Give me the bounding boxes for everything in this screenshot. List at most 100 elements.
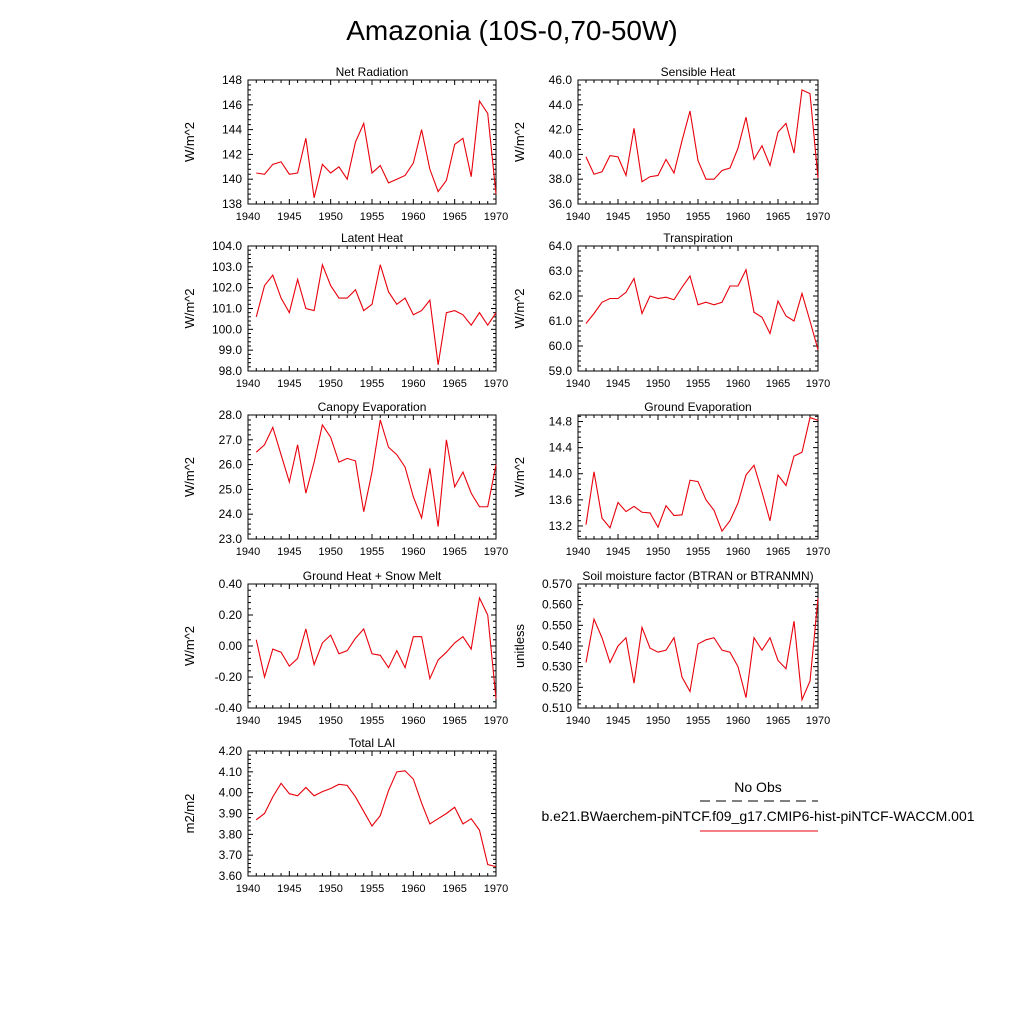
legend-obs-label: No Obs	[734, 779, 781, 795]
y-tick-label: 0.00	[219, 639, 243, 653]
y-tick-label: 60.0	[549, 339, 573, 353]
series-line	[585, 268, 819, 350]
y-tick-label: 3.90	[219, 807, 243, 821]
y-tick-label: 146	[222, 98, 242, 112]
series-line	[256, 99, 497, 198]
series-line	[585, 89, 819, 183]
x-tick-label: 1955	[686, 546, 710, 558]
series-line	[585, 598, 819, 702]
y-tick-label: 0.550	[542, 618, 572, 632]
y-axis-label: W/m^2	[182, 457, 197, 497]
y-tick-label: 42.0	[549, 123, 573, 137]
y-tick-label: 59.0	[549, 364, 573, 378]
panel-5: Canopy Evaporation W/m^2 1940 1945 1950 1955 1…	[182, 400, 508, 558]
y-tick-label: 13.6	[549, 493, 573, 507]
x-tick-label: 1970	[484, 883, 508, 895]
x-tick-label: 1945	[277, 715, 301, 727]
x-tick-label: 1965	[442, 883, 466, 895]
x-tick-label: 1965	[442, 211, 466, 223]
legend: No Obs b.e21.BWaerchem-piNTCF.f09_g17.CM…	[541, 779, 975, 832]
x-tick-label: 1970	[806, 546, 830, 558]
y-tick-label: 4.20	[219, 744, 243, 758]
y-tick-label: 98.0	[219, 364, 243, 378]
x-tick-label: 1965	[766, 715, 790, 727]
panel-3: Latent Heat W/m^2 1940 1945 1950 1955 1960 1965…	[182, 231, 508, 390]
y-tick-label: 3.60	[219, 869, 243, 883]
x-tick-label: 1970	[484, 378, 508, 390]
x-tick-label: 1970	[484, 715, 508, 727]
x-tick-label: 1955	[360, 715, 384, 727]
x-tick-label: 1950	[646, 715, 670, 727]
y-tick-label: 0.520	[542, 680, 572, 694]
x-tick-label: 1955	[686, 378, 710, 390]
x-tick-label: 1940	[566, 546, 590, 558]
x-tick-label: 1945	[277, 883, 301, 895]
y-tick-label: 44.0	[549, 98, 573, 112]
y-tick-label: 61.0	[549, 314, 573, 328]
y-tick-label: 102.0	[212, 281, 242, 295]
y-tick-label: -0.40	[215, 701, 243, 715]
y-tick-label: 28.0	[219, 408, 243, 422]
x-tick-label: 1940	[236, 211, 260, 223]
x-tick-label: 1945	[606, 546, 630, 558]
x-tick-label: 1950	[318, 378, 342, 390]
x-tick-label: 1965	[766, 546, 790, 558]
panel-frame	[247, 750, 497, 877]
y-tick-label: 101.0	[212, 302, 242, 316]
series-line	[255, 770, 497, 868]
y-tick-label: 27.0	[219, 433, 243, 447]
x-tick-label: 1940	[236, 883, 260, 895]
x-tick-label: 1955	[686, 715, 710, 727]
y-tick-label: 23.0	[219, 532, 243, 546]
panel-7: Ground Heat + Snow Melt W/m^2 1940 1945 1950…	[182, 569, 508, 727]
figure-title: Amazonia (10S-0,70-50W)	[346, 15, 677, 46]
x-tick-label: 1950	[646, 211, 670, 223]
y-tick-label: 40.0	[549, 147, 573, 161]
x-tick-label: 1950	[318, 715, 342, 727]
y-tick-label: 4.00	[219, 786, 243, 800]
panel-frame	[247, 583, 497, 709]
x-tick-label: 1945	[606, 378, 630, 390]
panel-9: Total LAI m2/m2 1940 1945 1950 1955 1960 1965 19…	[182, 736, 508, 895]
x-tick-label: 1940	[236, 715, 260, 727]
x-tick-label: 1965	[766, 378, 790, 390]
panel-6: Ground Evaporation W/m^2 1940 1945 1950 1955 1…	[512, 400, 830, 558]
x-tick-label: 1965	[442, 715, 466, 727]
panel-title: Soil moisture factor (BTRAN or BTRANMN)	[582, 569, 813, 583]
x-tick-label: 1970	[806, 378, 830, 390]
panel-frame	[247, 414, 497, 540]
x-tick-label: 1940	[566, 378, 590, 390]
x-tick-label: 1950	[318, 883, 342, 895]
y-tick-label: 0.570	[542, 577, 572, 591]
x-tick-label: 1945	[277, 211, 301, 223]
y-tick-label: 13.2	[549, 519, 573, 533]
legend-case-label: b.e21.BWaerchem-piNTCF.f09_g17.CMIP6-his…	[541, 808, 974, 824]
series-line	[255, 262, 497, 365]
y-tick-label: 0.40	[219, 577, 243, 591]
y-axis-label: m2/m2	[182, 794, 197, 834]
x-tick-label: 1955	[360, 546, 384, 558]
y-tick-label: 14.4	[549, 441, 573, 455]
panel-4: Transpiration W/m^2 1940 1945 1950 1955 1960 19…	[512, 231, 830, 390]
panel-2: Sensible Heat W/m^2 1940 1945 1950 1955 1960 19…	[512, 65, 830, 223]
y-axis-label: W/m^2	[182, 288, 197, 328]
x-tick-label: 1960	[401, 546, 425, 558]
panel-title: Sensible Heat	[661, 65, 736, 79]
panel-frame	[247, 245, 497, 372]
panel-title: Ground Evaporation	[644, 400, 751, 414]
x-tick-label: 1965	[442, 546, 466, 558]
y-tick-label: 14.0	[549, 467, 573, 481]
x-tick-label: 1940	[566, 211, 590, 223]
y-tick-label: 38.0	[549, 172, 573, 186]
y-tick-label: 100.0	[212, 322, 242, 336]
y-tick-label: 144	[222, 123, 242, 137]
x-tick-label: 1960	[401, 883, 425, 895]
panel-title: Net Radiation	[336, 65, 409, 79]
panel-frame	[577, 414, 819, 540]
y-axis-label: W/m^2	[512, 122, 527, 162]
y-tick-label: -0.20	[215, 670, 243, 684]
y-tick-label: 3.70	[219, 848, 243, 862]
y-tick-label: 0.560	[542, 598, 572, 612]
